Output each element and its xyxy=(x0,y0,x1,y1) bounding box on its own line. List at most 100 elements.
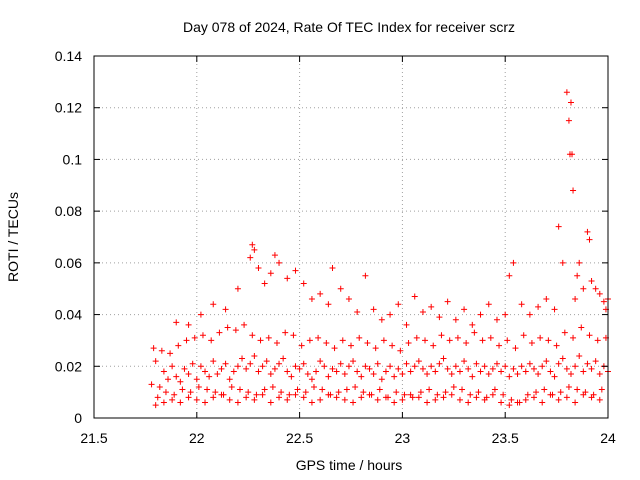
data-point xyxy=(350,399,357,406)
data-point xyxy=(574,386,581,393)
data-point xyxy=(317,396,324,403)
data-point xyxy=(210,301,217,308)
data-point xyxy=(479,337,486,344)
data-point xyxy=(426,386,433,393)
data-point xyxy=(569,151,576,158)
data-point xyxy=(280,355,287,362)
data-point xyxy=(469,373,476,380)
data-point xyxy=(366,365,373,372)
data-point xyxy=(313,368,320,375)
data-point xyxy=(419,365,426,372)
data-point xyxy=(518,301,525,308)
data-point xyxy=(553,342,560,349)
data-point xyxy=(169,396,176,403)
data-point xyxy=(461,358,468,365)
data-point xyxy=(508,396,515,403)
data-point xyxy=(370,306,377,313)
data-point xyxy=(469,321,476,328)
data-point xyxy=(222,306,229,313)
data-point xyxy=(329,365,336,372)
data-point xyxy=(432,368,439,375)
data-point xyxy=(588,277,595,284)
data-point xyxy=(430,342,437,349)
data-point xyxy=(276,394,283,401)
data-point xyxy=(434,391,441,398)
data-point xyxy=(329,265,336,272)
data-point xyxy=(378,316,385,323)
data-point xyxy=(481,363,488,370)
data-point xyxy=(360,389,367,396)
data-point xyxy=(397,347,404,354)
data-point xyxy=(440,394,447,401)
data-point xyxy=(331,345,338,352)
data-point xyxy=(401,391,408,398)
data-point xyxy=(290,332,297,339)
data-point xyxy=(567,371,574,378)
plot-frame xyxy=(93,55,609,419)
data-point xyxy=(567,99,574,106)
data-point xyxy=(504,337,511,344)
data-point xyxy=(160,368,167,375)
data-point xyxy=(341,396,348,403)
data-point xyxy=(456,396,463,403)
y-tick-label: 0.08 xyxy=(55,203,82,219)
data-point xyxy=(594,337,601,344)
data-point xyxy=(547,368,554,375)
data-point xyxy=(345,363,352,370)
data-point xyxy=(417,389,424,396)
data-point xyxy=(391,399,398,406)
data-point xyxy=(378,376,385,383)
data-point xyxy=(298,342,305,349)
data-point xyxy=(173,373,180,380)
data-point xyxy=(535,371,542,378)
data-point xyxy=(555,360,562,367)
data-point xyxy=(230,368,237,375)
x-tick-label: 22 xyxy=(189,430,205,446)
y-tick-label: 0.04 xyxy=(55,307,82,323)
data-point xyxy=(245,389,252,396)
data-point xyxy=(485,371,492,378)
data-point xyxy=(452,316,459,323)
x-tick-label: 24 xyxy=(600,430,616,446)
data-point xyxy=(576,259,583,266)
data-point xyxy=(393,389,400,396)
data-point xyxy=(502,363,509,370)
data-point xyxy=(292,267,299,274)
x-tick-labels: 21.5 22 22.5 23 23.5 24 xyxy=(80,430,616,446)
data-point xyxy=(306,337,313,344)
data-point xyxy=(407,391,414,398)
data-point xyxy=(374,360,381,367)
y-axis-label: ROTI / TECUs xyxy=(5,192,21,282)
data-point xyxy=(148,381,155,388)
data-point xyxy=(530,394,537,401)
data-point xyxy=(436,360,443,367)
x-tick-label: 21.5 xyxy=(80,430,107,446)
data-point xyxy=(528,340,535,347)
data-point xyxy=(537,334,544,341)
data-point xyxy=(317,290,324,297)
data-point xyxy=(547,391,554,398)
data-point xyxy=(206,373,213,380)
data-point xyxy=(247,254,254,261)
data-point xyxy=(465,365,472,372)
data-point xyxy=(487,334,494,341)
data-point xyxy=(539,399,546,406)
data-point xyxy=(514,371,521,378)
data-point xyxy=(261,386,268,393)
data-point xyxy=(491,386,498,393)
data-point xyxy=(158,347,165,354)
data-point xyxy=(600,298,607,305)
data-point xyxy=(193,396,200,403)
data-point xyxy=(493,360,500,367)
data-point xyxy=(586,332,593,339)
y-tick-label: 0.12 xyxy=(55,100,82,116)
data-point xyxy=(526,311,533,318)
data-point xyxy=(543,358,550,365)
data-point xyxy=(535,303,542,310)
data-point xyxy=(463,340,470,347)
data-point xyxy=(411,363,418,370)
data-point xyxy=(570,187,577,194)
data-point xyxy=(247,360,254,367)
data-point xyxy=(333,394,340,401)
